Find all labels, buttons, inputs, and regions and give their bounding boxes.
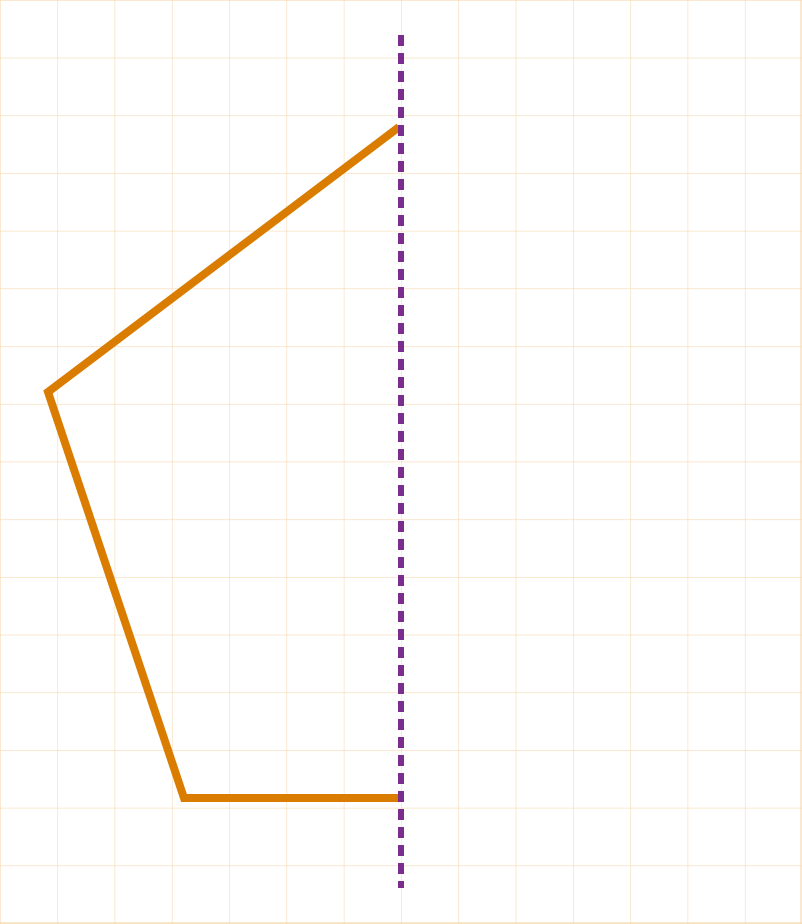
half-shape [43, 123, 402, 802]
